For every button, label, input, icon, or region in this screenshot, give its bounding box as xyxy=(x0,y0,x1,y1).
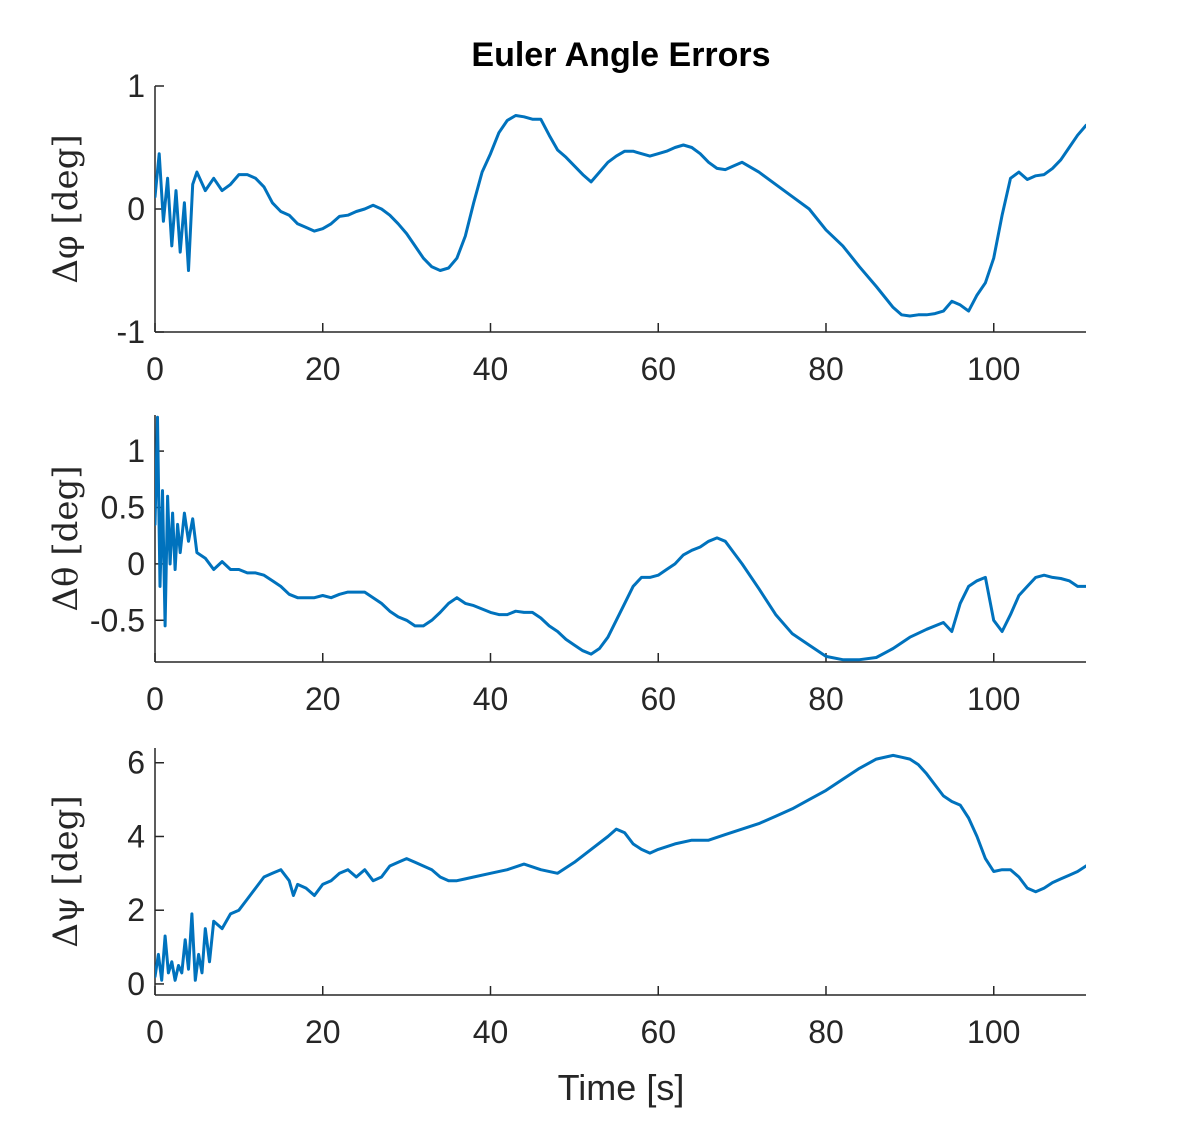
y-tick-label-yaw: 4 xyxy=(127,818,145,854)
x-tick-label-yaw: 40 xyxy=(473,1014,509,1050)
x-tick-label-pitch: 80 xyxy=(808,681,844,717)
x-tick-label-roll: 20 xyxy=(305,351,341,387)
x-tick-label-roll: 0 xyxy=(146,351,164,387)
x-tick-label-roll: 80 xyxy=(808,351,844,387)
x-tick-label-roll: 40 xyxy=(473,351,509,387)
y-tick-label-pitch: 0 xyxy=(127,546,145,582)
x-axis-label: Time [s] xyxy=(558,1067,685,1108)
x-tick-label-yaw: 60 xyxy=(640,1014,676,1050)
x-tick-label-roll: 60 xyxy=(640,351,676,387)
y-tick-label-yaw: 0 xyxy=(127,966,145,1002)
x-tick-label-roll: 100 xyxy=(967,351,1020,387)
series-line-yaw xyxy=(155,753,1086,982)
y-axis-label-pitch: Δθ [deg] xyxy=(46,465,86,611)
y-tick-label-roll: -1 xyxy=(117,314,145,350)
x-tick-label-pitch: 60 xyxy=(640,681,676,717)
y-tick-label-roll: 0 xyxy=(127,191,145,227)
y-axis-label-yaw: Δψ [deg] xyxy=(46,795,86,947)
x-tick-label-yaw: 20 xyxy=(305,1014,341,1050)
x-tick-label-yaw: 100 xyxy=(967,1014,1020,1050)
series-line-roll xyxy=(155,114,1086,318)
y-tick-label-pitch: 0.5 xyxy=(101,489,145,525)
x-tick-label-yaw: 80 xyxy=(808,1014,844,1050)
y-tick-label-roll: 1 xyxy=(127,68,145,104)
x-tick-label-pitch: 100 xyxy=(967,681,1020,717)
y-tick-label-yaw: 6 xyxy=(127,745,145,781)
x-tick-label-pitch: 40 xyxy=(473,681,509,717)
series-line-pitch xyxy=(155,415,1086,662)
x-tick-label-pitch: 20 xyxy=(305,681,341,717)
y-tick-label-pitch: 1 xyxy=(127,433,145,469)
figure-title: Euler Angle Errors xyxy=(471,36,770,74)
y-tick-label-pitch: -0.5 xyxy=(90,602,145,638)
subplot-pitch: 0 20 40 60 80 100 -0.5 0 0.5 1 Δθ [deg] xyxy=(46,415,1086,717)
x-tick-label-yaw: 0 xyxy=(146,1014,164,1050)
subplot-yaw: 0 20 40 60 80 100 0 2 4 6 Δψ [deg] xyxy=(46,745,1086,1050)
x-tick-label-pitch: 0 xyxy=(146,681,164,717)
y-tick-label-yaw: 2 xyxy=(127,892,145,928)
y-axis-label-roll: Δφ [deg] xyxy=(46,134,86,283)
